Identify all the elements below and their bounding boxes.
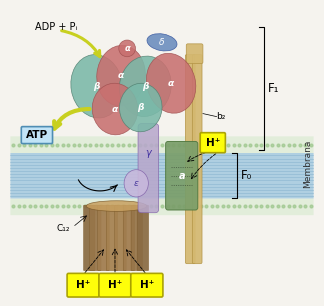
Text: ADP + Pᵢ: ADP + Pᵢ [35, 22, 77, 32]
Text: C₁₂: C₁₂ [57, 224, 70, 233]
Ellipse shape [120, 83, 162, 132]
FancyBboxPatch shape [106, 205, 118, 271]
FancyBboxPatch shape [10, 153, 314, 199]
Text: α: α [168, 79, 174, 88]
Text: β: β [137, 103, 144, 112]
Text: γ: γ [145, 148, 151, 158]
Text: β: β [94, 82, 100, 91]
FancyBboxPatch shape [21, 127, 52, 144]
FancyBboxPatch shape [192, 54, 202, 264]
FancyBboxPatch shape [89, 205, 101, 271]
Ellipse shape [97, 45, 145, 106]
FancyBboxPatch shape [137, 205, 149, 271]
Text: α: α [112, 105, 118, 114]
FancyBboxPatch shape [166, 141, 198, 210]
FancyBboxPatch shape [98, 205, 109, 271]
Ellipse shape [92, 83, 138, 135]
FancyBboxPatch shape [123, 205, 135, 271]
Ellipse shape [86, 201, 147, 211]
Text: H⁺: H⁺ [140, 280, 154, 290]
Text: δ: δ [159, 38, 165, 47]
Text: ATP: ATP [26, 130, 48, 140]
Ellipse shape [146, 53, 196, 113]
Ellipse shape [120, 56, 171, 117]
FancyBboxPatch shape [67, 273, 99, 297]
Text: α: α [118, 71, 124, 80]
Text: H⁺: H⁺ [108, 280, 122, 290]
FancyBboxPatch shape [10, 199, 314, 215]
Text: α: α [124, 44, 130, 53]
Text: H⁺: H⁺ [205, 138, 220, 148]
Text: F₁: F₁ [268, 82, 280, 95]
Text: a: a [179, 171, 185, 181]
Ellipse shape [119, 40, 135, 57]
FancyBboxPatch shape [115, 205, 126, 271]
FancyBboxPatch shape [99, 273, 131, 297]
Text: ε: ε [134, 179, 139, 188]
Text: b₂: b₂ [216, 112, 226, 121]
Text: H⁺: H⁺ [76, 280, 90, 290]
Text: β: β [142, 82, 149, 91]
Ellipse shape [147, 34, 177, 51]
Ellipse shape [124, 170, 148, 197]
Text: F₀: F₀ [241, 169, 252, 182]
FancyBboxPatch shape [131, 205, 143, 271]
FancyBboxPatch shape [10, 136, 314, 153]
FancyBboxPatch shape [84, 205, 95, 271]
Ellipse shape [71, 54, 123, 118]
FancyBboxPatch shape [131, 273, 163, 297]
FancyBboxPatch shape [138, 124, 159, 213]
FancyBboxPatch shape [186, 44, 203, 64]
Text: Membrana: Membrana [303, 140, 312, 188]
FancyBboxPatch shape [200, 133, 226, 153]
FancyBboxPatch shape [185, 54, 195, 264]
